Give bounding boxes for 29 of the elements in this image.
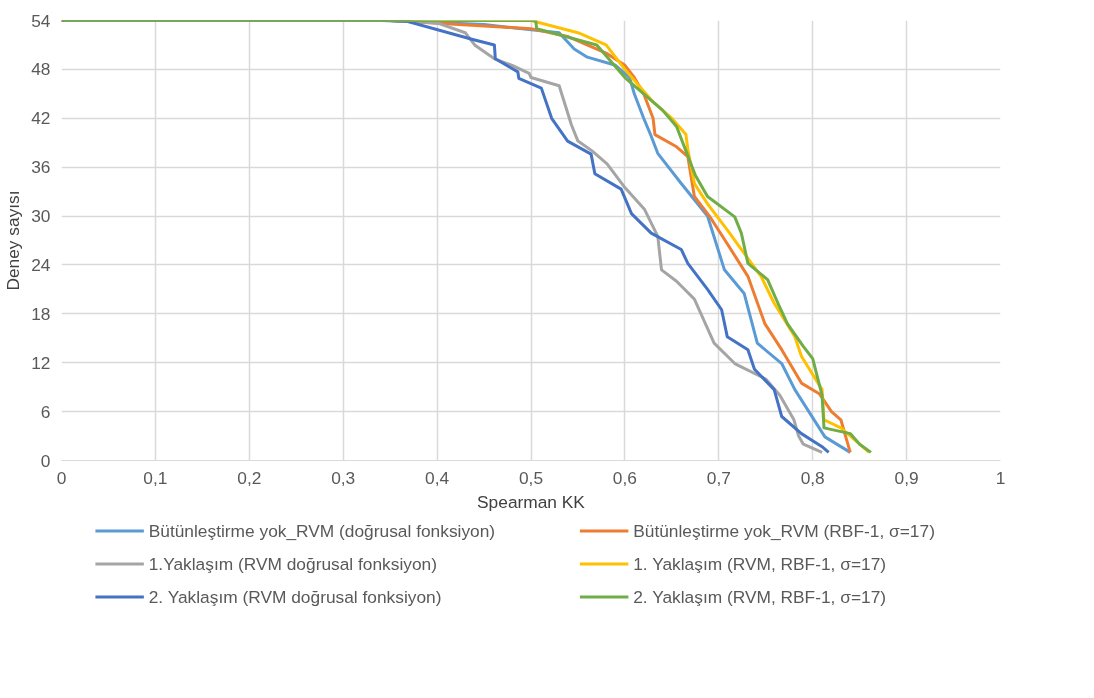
x-tick-label: 0,5 [518, 467, 544, 488]
legend-label: 2. Yaklaşım (RVM, RBF-1, σ=17) [633, 587, 887, 607]
y-axis-title: Deney sayısı [3, 190, 24, 291]
x-tick-label: 0,7 [706, 467, 731, 488]
x-tick-label: 0,9 [894, 467, 919, 488]
y-tick-label: 48 [31, 59, 51, 80]
y-tick-label: 42 [31, 108, 51, 129]
legend-label: 1.Yaklaşım (RVM doğrusal fonksiyon) [148, 554, 437, 574]
legend-label: Bütünleştirme yok_RVM (RBF-1, σ=17) [633, 521, 935, 541]
y-tick-label: 0 [40, 450, 51, 471]
y-tick-label: 54 [31, 10, 51, 31]
legend-label: Bütünleştirme yok_RVM (doğrusal fonksiyon) [148, 521, 496, 541]
y-tick-label: 36 [31, 157, 51, 178]
y-tick-label: 18 [31, 303, 51, 324]
x-tick-label: 0,2 [237, 467, 262, 488]
y-tick-label: 12 [31, 352, 51, 373]
x-tick-label: 1 [995, 467, 1006, 488]
x-tick-label: 0,8 [800, 467, 825, 488]
x-tick-label: 0,4 [425, 467, 450, 488]
x-tick-label: 0,3 [331, 467, 356, 488]
legend-label: 1. Yaklaşım (RVM, RBF-1, σ=17) [633, 554, 887, 574]
x-tick-label: 0 [56, 467, 67, 488]
legend-label: 2. Yaklaşım (RVM doğrusal fonksiyon) [148, 587, 442, 607]
x-tick-label: 0,1 [143, 467, 168, 488]
x-tick-label: 0,6 [612, 467, 637, 488]
y-tick-label: 6 [40, 401, 51, 422]
x-axis-title: Spearman KK [477, 491, 586, 512]
y-tick-label: 30 [31, 206, 51, 227]
y-tick-label: 24 [31, 254, 51, 275]
